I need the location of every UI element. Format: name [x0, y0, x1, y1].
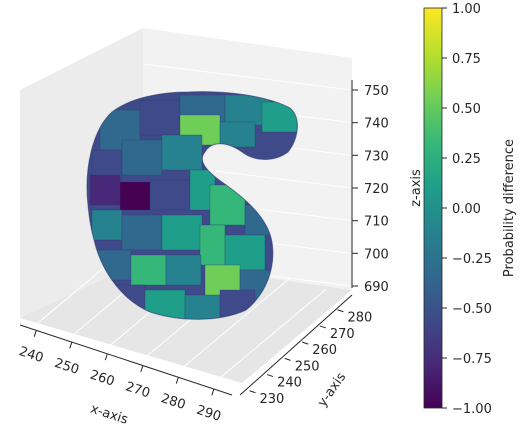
x-tick-label: 260: [88, 368, 116, 390]
x-tick-mark: [175, 377, 179, 384]
grid-line-z: [142, 63, 353, 91]
y-tick-label: 240: [277, 376, 302, 391]
colorbar-tick: 0.25: [452, 152, 481, 167]
z-tick-label: 740: [364, 117, 389, 132]
y-tick-label: 250: [295, 359, 320, 374]
colorbar-label: Probability difference: [502, 139, 517, 277]
z-axis-label: z-axis: [409, 169, 424, 207]
colorbar-tick: 0.00: [452, 202, 481, 217]
colorbar-tick: −1.00: [452, 402, 492, 417]
voxel-cell: [165, 254, 202, 286]
voxel-cell: [219, 121, 256, 148]
floor-pane: [20, 260, 352, 383]
z-tick-label: 720: [364, 182, 389, 197]
y-tick-mark: [319, 325, 327, 329]
colorbar-tick: 0.75: [452, 52, 481, 67]
y-tick-mark: [337, 309, 344, 313]
grid-line-x: [215, 288, 327, 382]
y-axis-spine: [239, 294, 353, 396]
y-tick-mark: [249, 390, 256, 394]
colorbar-tick: 0.50: [452, 102, 481, 117]
voxel-cell: [89, 174, 121, 206]
y-tick-label: 270: [330, 327, 355, 342]
x-tick-label: 290: [195, 403, 223, 425]
voxel-cell: [121, 214, 163, 251]
voxel-cell: [130, 254, 167, 286]
z-tick-labels: 690 700 710 720 730 740 750: [352, 84, 389, 295]
y-tick-mark: [266, 374, 274, 378]
z-tick-label: 750: [364, 84, 389, 99]
voxel-cell: [161, 214, 203, 251]
x-tick-mark: [69, 342, 73, 349]
y-tick-mark: [284, 357, 291, 361]
voxel-cell: [199, 224, 226, 266]
y-tick-mark: [302, 341, 309, 345]
z-tick-label: 730: [364, 149, 389, 164]
voxel-cell: [91, 209, 123, 241]
x-tick-mark: [140, 365, 144, 373]
x-axis-label: x-axis: [88, 402, 129, 428]
y-tick-label: 230: [260, 392, 285, 407]
x-tick-label: 270: [124, 379, 152, 401]
x-tick-mark: [211, 389, 215, 396]
x-tick-mark: [104, 353, 108, 361]
voxel-cell: [224, 234, 266, 271]
colorbar-tick: 1.00: [452, 2, 481, 17]
colorbar-tick: −0.75: [452, 352, 492, 367]
grid-line-x: [179, 277, 291, 370]
y-tick-label: 260: [312, 343, 337, 358]
x-tick-label: 250: [52, 356, 80, 378]
colorbar-tick: −0.25: [452, 252, 492, 267]
z-tick-label: 710: [364, 215, 389, 230]
colorbar-tick-labels: 1.00 0.75 0.50 0.25 0.00 −0.25 −0.50 −0.75 −1.00: [442, 2, 492, 417]
y-axis-label: y-axis: [315, 370, 349, 410]
colorbar-gradient: [423, 7, 443, 409]
voxel-cell: [184, 294, 221, 320]
voxel-cell: [149, 179, 191, 211]
x-tick-mark: [33, 330, 37, 337]
z-tick-label: 690: [364, 280, 389, 295]
shape-outline: [86, 91, 298, 320]
voxel-cell: [119, 181, 151, 211]
z-tick-label: 700: [364, 247, 389, 262]
y-tick-label: 280: [347, 311, 372, 326]
voxel-cell: [121, 139, 163, 176]
voxel-cell: [161, 134, 203, 171]
colorbar-tick: −0.50: [452, 302, 492, 317]
x-tick-label: 280: [159, 391, 187, 413]
voxel-cell: [139, 99, 181, 136]
x-axis-spine: [19, 324, 233, 396]
x-tick-label: 240: [17, 344, 45, 366]
x-tick-labels: 240 250 260 270 280 290: [17, 330, 223, 425]
colorbar: 1.00 0.75 0.50 0.25 0.00 −0.25 −0.50 −0.75 −1.00…: [423, 2, 517, 417]
